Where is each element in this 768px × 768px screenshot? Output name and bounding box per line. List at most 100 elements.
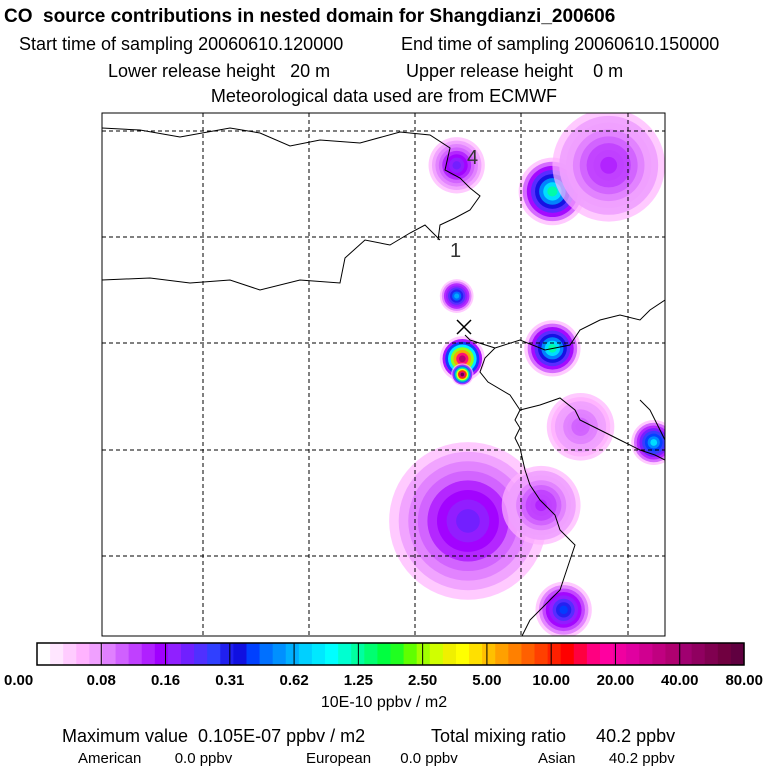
- colorbar-cell: [259, 643, 274, 665]
- colorbar-frame: [36, 642, 745, 666]
- plume: [631, 419, 665, 466]
- plume-contour: [458, 355, 466, 363]
- colorbar-cell: [495, 643, 509, 665]
- coastline-bay: [464, 334, 576, 636]
- colorbar-cell: [194, 643, 208, 665]
- maximum-value: Maximum value 0.105E-07 ppbv / m2: [62, 726, 366, 746]
- colorbar-cell: [730, 643, 745, 665]
- coastline-east: [639, 399, 665, 441]
- colorbar-cell: [704, 643, 719, 665]
- upper-release-height-label: Upper release height 0 m: [406, 61, 624, 81]
- map-label-1: 1: [450, 240, 461, 262]
- plume-contour: [454, 293, 460, 299]
- colorbar-tick-label: 1.25: [344, 672, 373, 689]
- colorbar: [37, 643, 745, 665]
- plume-contour: [460, 372, 465, 377]
- colorbar-cell: [626, 643, 640, 665]
- colorbar-cell: [455, 643, 470, 665]
- colorbar-cell: [442, 643, 457, 665]
- american-contribution: American 0.0 ppbv: [78, 750, 233, 767]
- colorbar-cell: [181, 643, 195, 665]
- colorbar-tick-label: 5.00: [472, 672, 501, 689]
- colorbar-cell: [115, 643, 130, 665]
- colorbar-cell: [246, 643, 261, 665]
- total-mixing-ratio: Total mixing ratio 40.2 ppbv: [431, 726, 676, 746]
- map-frame: [101, 112, 666, 637]
- colorbar-units: 10E-10 ppbv / m2: [320, 694, 448, 711]
- colorbar-tick-label: 80.00: [725, 672, 763, 689]
- plume: [451, 363, 474, 386]
- colorbar-cell: [128, 643, 143, 665]
- grid: [102, 113, 665, 636]
- plume: [535, 581, 592, 636]
- coastline-liaodong: [494, 299, 665, 351]
- border-central: [102, 224, 441, 291]
- lower-release-height-label: Lower release height 20 m: [108, 61, 331, 81]
- coastline-north: [102, 127, 481, 241]
- plume-contour: [600, 156, 618, 174]
- colorbar-cell: [691, 643, 706, 665]
- chart-title: CO source contributions in nested domain…: [4, 6, 616, 27]
- colorbar-cell: [678, 643, 693, 665]
- colorbar-cell: [154, 643, 169, 665]
- start-time-label: Start time of sampling 20060610.120000: [19, 34, 344, 54]
- colorbar-cell: [167, 643, 182, 665]
- coastline-peninsula: [519, 397, 665, 461]
- map-area: 4 1: [102, 113, 665, 636]
- colorbar-tick-label: 0.00: [4, 672, 33, 689]
- station-marker: [456, 319, 472, 335]
- colorbar-cell: [220, 643, 234, 665]
- colorbar-cell: [560, 643, 575, 665]
- colorbar-cell: [652, 643, 667, 665]
- colorbar-cell: [50, 643, 64, 665]
- plume-contour: [456, 509, 480, 533]
- map-label-4: 4: [467, 147, 478, 169]
- colorbar-cell: [429, 643, 444, 665]
- plume-contour: [575, 421, 586, 432]
- plume-contour: [535, 499, 548, 512]
- colorbar-cell: [665, 643, 680, 665]
- colorbar-cell: [547, 643, 562, 665]
- colorbar-cell: [573, 643, 588, 665]
- plume: [552, 113, 665, 222]
- asian-contribution: Asian 40.2 ppbv: [538, 750, 675, 767]
- plume: [428, 137, 485, 194]
- colorbar-dividers: [100, 643, 681, 665]
- coastlines: [102, 127, 665, 636]
- plume-contour: [547, 186, 558, 197]
- colorbar-tick-label: 10.00: [532, 672, 570, 689]
- colorbar-cell: [141, 643, 156, 665]
- colorbar-cell: [325, 643, 339, 665]
- colorbar-tick-label: 0.08: [87, 672, 116, 689]
- colorbar-tick-label: 2.50: [408, 672, 437, 689]
- colorbar-cell: [534, 643, 549, 665]
- colorbar-cell: [76, 643, 90, 665]
- plume: [501, 465, 581, 545]
- plume-layer: [389, 113, 665, 636]
- colorbar-tick-labels: 0.00 0.08 0.16 0.31 0.62 1.25 2.50 5.00 10.00 20.…: [4, 672, 763, 689]
- colorbar-tick-label: 40.00: [661, 672, 699, 689]
- colorbar-cell: [469, 643, 483, 665]
- european-contribution: European 0.0 ppbv: [306, 750, 458, 767]
- colorbar-cell: [403, 643, 418, 665]
- colorbar-cell: [599, 643, 614, 665]
- plume-contour: [650, 439, 658, 446]
- colorbar-cell: [233, 643, 248, 665]
- colorbar-cell: [508, 643, 523, 665]
- colorbar-cell: [37, 643, 51, 665]
- colorbar-cell: [338, 643, 352, 665]
- colorbar-tick-label: 0.16: [151, 672, 180, 689]
- colorbar-cell: [613, 643, 627, 665]
- colorbar-cell: [63, 643, 77, 665]
- colorbar-cell: [89, 643, 104, 665]
- colorbar-cell: [364, 643, 379, 665]
- plume-contour: [452, 161, 461, 170]
- colorbar-cell: [390, 643, 405, 665]
- colorbar-tick-label: 0.62: [279, 672, 308, 689]
- plume-contour: [559, 605, 568, 615]
- plume: [439, 336, 485, 382]
- colorbar-cell: [311, 643, 326, 665]
- colorbar-cell: [102, 643, 117, 665]
- colorbar-cell: [639, 643, 653, 665]
- met-data-label: Meteorological data used are from ECMWF: [210, 86, 558, 106]
